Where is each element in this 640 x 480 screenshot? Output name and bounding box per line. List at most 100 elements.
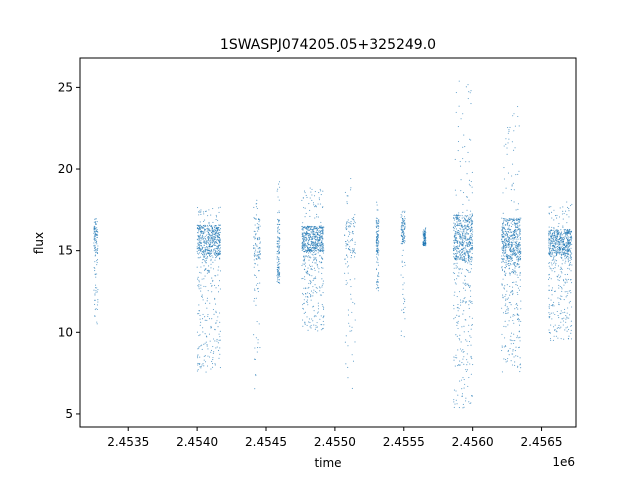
data-point xyxy=(455,255,457,257)
data-point xyxy=(518,330,520,332)
data-point xyxy=(308,282,310,284)
data-point xyxy=(255,233,257,235)
data-point xyxy=(208,318,211,320)
data-point xyxy=(207,236,209,238)
data-point xyxy=(454,246,456,248)
data-point xyxy=(254,347,256,349)
data-point xyxy=(304,251,306,253)
data-point xyxy=(279,186,281,188)
data-point xyxy=(508,227,510,229)
data-point xyxy=(555,232,557,234)
data-point xyxy=(461,350,463,352)
data-point xyxy=(376,220,378,222)
data-point xyxy=(471,244,473,247)
data-point xyxy=(278,183,280,185)
data-point xyxy=(217,349,220,352)
data-point xyxy=(567,240,569,242)
data-point xyxy=(464,283,466,285)
data-point xyxy=(519,285,521,288)
data-point xyxy=(512,252,514,254)
data-point xyxy=(517,105,519,108)
data-point xyxy=(215,310,217,312)
data-point xyxy=(459,215,461,217)
data-point xyxy=(454,365,456,367)
data-point xyxy=(565,315,567,317)
data-point xyxy=(457,327,459,330)
data-point xyxy=(452,272,454,274)
data-point xyxy=(422,242,424,244)
data-point xyxy=(571,324,573,327)
data-point xyxy=(501,248,503,250)
data-point xyxy=(561,268,563,270)
data-point xyxy=(457,394,459,396)
data-point xyxy=(314,247,316,249)
data-point xyxy=(465,339,467,341)
data-point xyxy=(517,293,519,296)
data-point xyxy=(458,247,460,249)
data-point xyxy=(376,239,378,241)
data-point xyxy=(219,238,221,240)
data-point xyxy=(511,185,513,187)
data-point xyxy=(558,287,560,289)
data-point xyxy=(321,272,323,274)
data-point xyxy=(518,232,520,234)
data-point xyxy=(403,303,405,305)
data-point xyxy=(304,262,306,264)
data-point xyxy=(503,245,505,248)
data-point xyxy=(453,240,455,242)
data-point xyxy=(216,239,218,241)
data-point xyxy=(316,322,318,324)
data-point xyxy=(404,306,406,308)
data-point xyxy=(306,301,308,303)
data-point xyxy=(559,237,561,239)
data-point xyxy=(219,234,221,236)
data-point xyxy=(316,246,318,249)
data-point xyxy=(204,248,206,250)
data-point xyxy=(95,276,97,278)
data-point xyxy=(320,221,322,223)
data-point xyxy=(404,224,406,226)
data-point xyxy=(548,231,550,233)
data-point xyxy=(519,279,521,281)
data-point xyxy=(207,315,209,317)
data-point xyxy=(95,231,97,233)
data-point xyxy=(569,228,571,231)
data-point xyxy=(301,199,303,201)
data-point xyxy=(207,224,209,226)
data-point xyxy=(211,250,213,252)
data-point xyxy=(212,233,214,235)
data-point xyxy=(550,312,552,314)
data-point xyxy=(512,263,514,265)
data-point xyxy=(197,230,200,232)
data-point xyxy=(375,256,378,258)
data-point xyxy=(349,231,351,234)
data-point xyxy=(402,235,404,237)
data-point xyxy=(553,305,555,307)
data-point xyxy=(214,329,216,331)
data-point xyxy=(466,369,468,371)
data-point xyxy=(205,341,207,343)
data-point xyxy=(562,226,564,228)
data-point xyxy=(321,244,323,246)
data-point xyxy=(510,332,513,334)
data-point xyxy=(519,259,521,261)
data-point xyxy=(208,233,210,235)
data-point xyxy=(502,254,505,256)
data-point xyxy=(403,216,406,218)
data-point xyxy=(566,326,568,328)
data-point xyxy=(345,247,347,249)
data-point xyxy=(470,222,472,224)
data-point xyxy=(461,241,463,243)
data-point xyxy=(547,278,550,280)
data-point xyxy=(217,219,219,221)
data-point xyxy=(306,301,308,304)
data-point xyxy=(95,308,97,310)
data-point xyxy=(458,291,461,293)
data-point xyxy=(197,357,199,359)
data-point xyxy=(312,248,314,250)
data-point xyxy=(517,247,519,249)
data-point xyxy=(570,247,572,249)
data-point xyxy=(308,259,310,261)
data-point xyxy=(457,218,459,220)
data-point xyxy=(507,255,509,257)
